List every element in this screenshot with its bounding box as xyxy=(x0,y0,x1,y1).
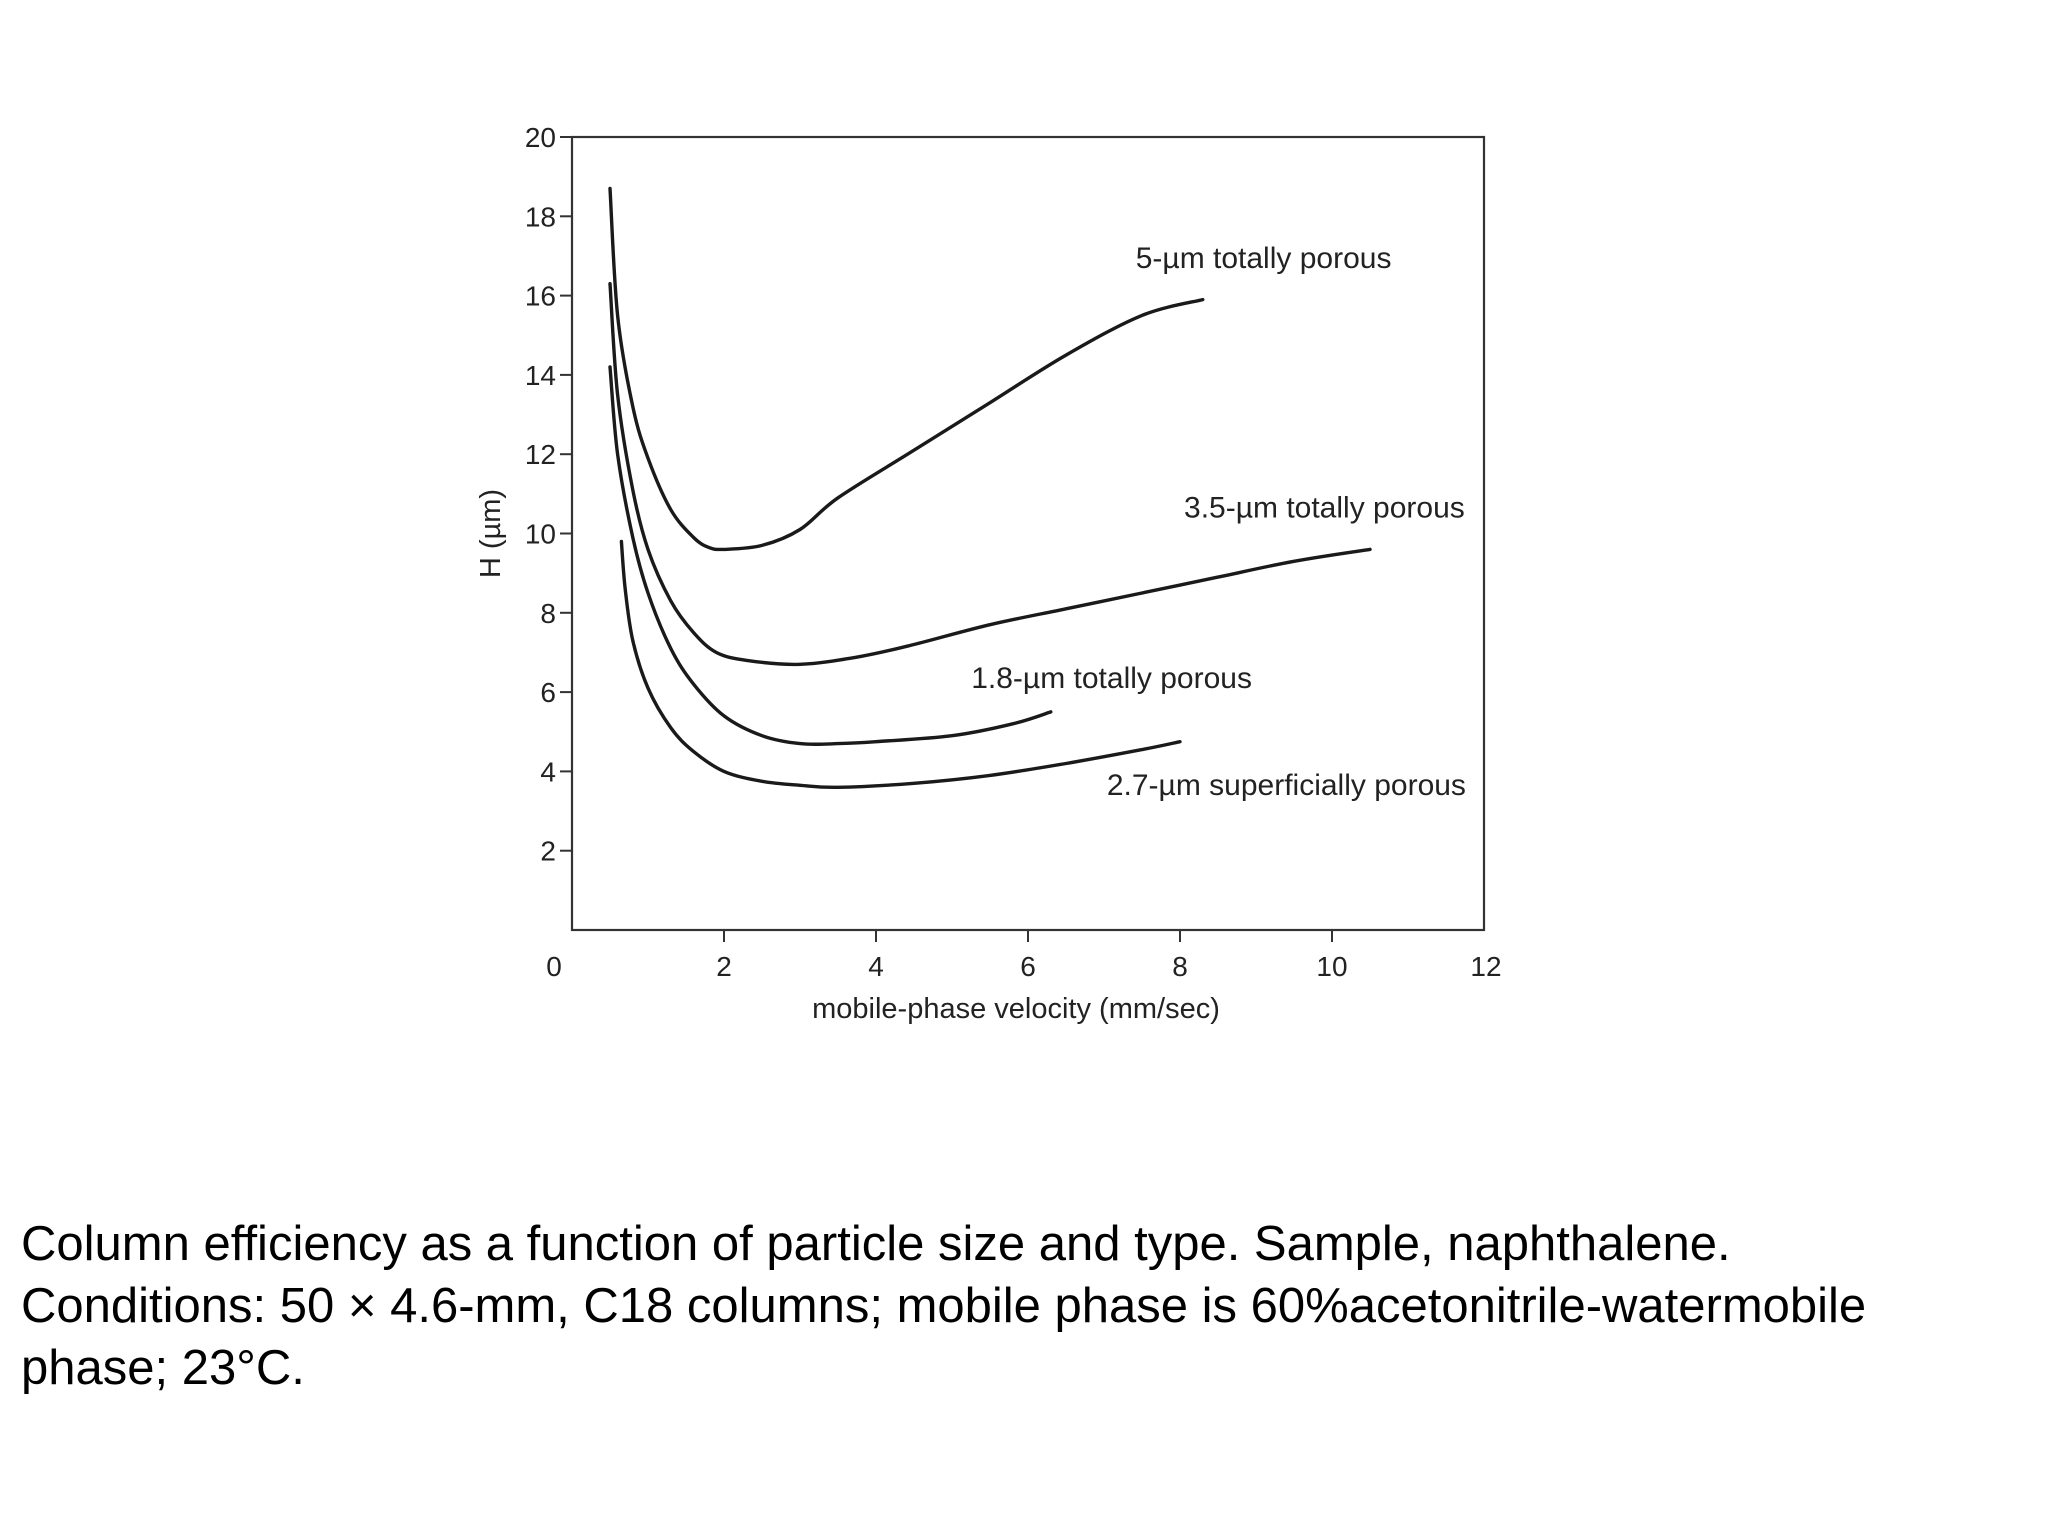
y-tick-label: 12 xyxy=(525,439,556,470)
y-tick-label: 2 xyxy=(540,836,556,867)
x-tick-label: 2 xyxy=(716,951,732,982)
annotation-layer: 5-µm totally porous 3.5-µm totally porous… xyxy=(971,242,1466,802)
series-line-3 xyxy=(608,365,1053,747)
y-tick-label: 4 xyxy=(540,756,556,787)
series-line-1 xyxy=(608,186,1205,552)
y-tick-label: 16 xyxy=(525,281,556,312)
series-label-4: 2.7-µm superficially porous xyxy=(1107,769,1466,802)
y-tick-label: 14 xyxy=(525,360,556,391)
y-tick-label: 10 xyxy=(525,519,556,550)
y-axis-title: H (µm) xyxy=(475,489,507,578)
series-label-3: 1.8-µm totally porous xyxy=(971,662,1252,695)
series-label-2: 3.5-µm totally porous xyxy=(1184,492,1465,525)
x-tick-label: 10 xyxy=(1316,951,1347,982)
x-tick-label: 12 xyxy=(1470,951,1501,982)
y-tick-label: 6 xyxy=(540,677,556,708)
caption-line-2: Conditions: 50 × 4.6-mm, C18 columns; mo… xyxy=(21,1279,1867,1333)
series-label-1: 5-µm totally porous xyxy=(1136,242,1392,275)
series-line-4 xyxy=(619,539,1182,790)
x-tick-label: 4 xyxy=(868,951,884,982)
plot-frame xyxy=(570,135,1486,932)
y-axis-ticks: 2 4 6 8 10 12 14 16 18 20 xyxy=(525,122,572,867)
y-tick-label: 8 xyxy=(540,598,556,629)
series-layer xyxy=(608,186,1372,790)
x-tick-label: 6 xyxy=(1020,951,1036,982)
y-tick-label: 18 xyxy=(525,201,556,232)
figure-caption: Column efficiency as a function of parti… xyxy=(21,1213,2021,1399)
caption-line-1: Column efficiency as a function of parti… xyxy=(21,1217,1731,1271)
caption-line-3: phase; 23°C. xyxy=(21,1341,305,1395)
x-tick-label: 8 xyxy=(1172,951,1188,982)
series-line-2 xyxy=(608,282,1372,667)
x-axis-ticks: 0 2 4 6 8 10 12 xyxy=(546,930,1502,982)
y-tick-label: 20 xyxy=(525,122,556,153)
x-axis-title: mobile-phase velocity (mm/sec) xyxy=(812,993,1220,1025)
x-tick-label: 0 xyxy=(546,951,562,982)
